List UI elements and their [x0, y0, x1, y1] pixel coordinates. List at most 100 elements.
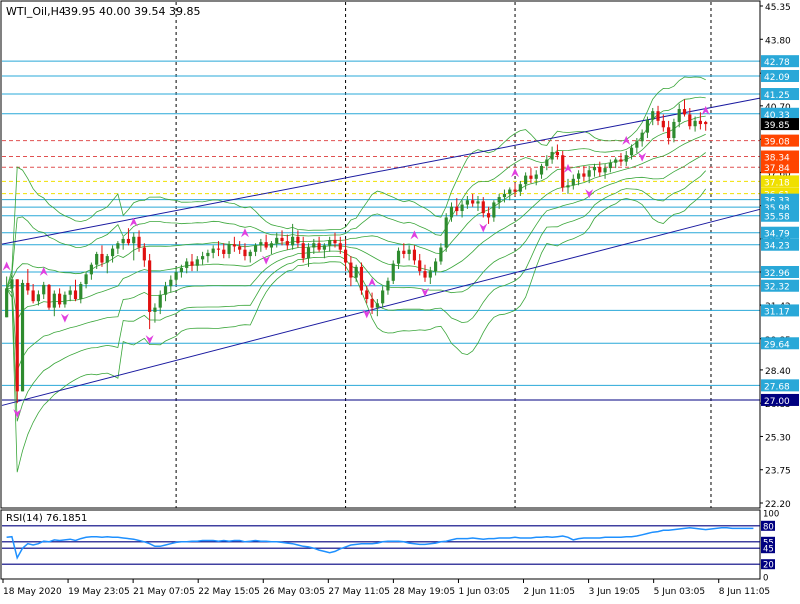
fractal-down-marker — [479, 223, 488, 233]
candle-body — [211, 248, 215, 253]
candle-body — [264, 242, 268, 248]
candle-body — [169, 279, 173, 287]
candle-body — [476, 201, 480, 204]
candle-body — [163, 286, 168, 295]
level-price-tag — [761, 134, 799, 147]
candle-body — [174, 272, 178, 280]
candle-body — [418, 260, 422, 272]
current-price-tag — [761, 118, 799, 131]
candle-body — [375, 303, 379, 308]
level-price-tag-label: 38.34 — [764, 153, 790, 163]
candle-body — [31, 290, 35, 302]
fractal-up-marker — [701, 105, 710, 115]
candle-body — [667, 127, 671, 139]
horizontal-levels[interactable] — [2, 60, 760, 401]
candle-body — [185, 261, 189, 268]
candle-body — [296, 236, 300, 244]
candle-body — [698, 120, 702, 125]
candle-body — [322, 245, 326, 250]
symbol-label: WTI_Oil,H4 — [6, 5, 66, 18]
fractal-up-marker — [368, 277, 377, 287]
candle-body — [672, 121, 676, 139]
candle-body — [444, 217, 448, 248]
candle-body — [132, 236, 136, 244]
time-tick-label: 27 May 11:05 — [328, 587, 390, 597]
candle-body — [370, 299, 374, 308]
candle-body — [508, 189, 512, 194]
candle-body — [693, 120, 697, 127]
price-tick-label: 37.60 — [765, 169, 791, 179]
fractal-down-marker — [585, 189, 594, 199]
candle-body — [52, 293, 56, 308]
candle-body — [434, 261, 438, 272]
level-price-tag — [761, 150, 799, 163]
fractal-up-marker — [622, 135, 631, 145]
price-tick-label: 23.75 — [765, 467, 791, 477]
candle-body — [280, 237, 284, 242]
level-price-tag-label: 35.98 — [764, 204, 790, 214]
fractal-markers — [2, 105, 710, 419]
candle-body — [216, 248, 221, 250]
candle-body — [428, 271, 432, 278]
candle-body — [645, 119, 650, 133]
candle-body — [465, 200, 469, 205]
candle-body — [84, 274, 88, 285]
candle-body — [651, 111, 655, 120]
candle-body — [603, 168, 607, 173]
main-chart-frame — [0, 0, 761, 509]
candle-body — [153, 307, 157, 312]
candle-body — [423, 271, 427, 278]
time-tick-label: 5 Jun 03:05 — [654, 587, 705, 597]
candle-body — [328, 240, 332, 246]
fractal-up-marker — [511, 168, 520, 178]
rsi-axis-label: 0 — [763, 574, 768, 584]
level-price-tag-label: 32.32 — [764, 283, 790, 293]
candle-body — [545, 159, 549, 166]
candle-body — [635, 141, 639, 148]
candle-body — [5, 288, 9, 318]
level-price-tag-label: 34.23 — [764, 242, 790, 252]
candle-body — [269, 243, 274, 248]
fractal-up-marker — [240, 228, 249, 238]
candle-body — [471, 200, 475, 204]
candle-body — [587, 170, 591, 177]
candle-body — [619, 159, 623, 162]
fractal-up-marker — [39, 266, 48, 276]
candle-body — [190, 261, 194, 266]
candle-body — [317, 243, 321, 250]
time-tick-label: 19 May 23:05 — [68, 587, 130, 597]
level-price-tag — [761, 265, 799, 278]
band-upper-line — [6, 115, 706, 289]
candle-body — [656, 111, 660, 121]
candle-body — [68, 290, 72, 295]
candle-body — [582, 173, 586, 177]
rsi-level-tag — [761, 543, 775, 554]
candle-body — [95, 253, 99, 265]
rsi-indicator[interactable]: 100805545200 — [2, 510, 779, 584]
candle-body — [206, 252, 210, 257]
candle-body — [26, 282, 30, 291]
candle-body — [338, 243, 342, 250]
rsi-axis-label: 45 — [763, 545, 774, 555]
candle-body — [142, 247, 146, 261]
candle-body — [15, 279, 19, 392]
trend-channel[interactable] — [1, 97, 761, 406]
candle-body — [58, 293, 62, 305]
level-price-tag — [761, 175, 799, 188]
level-price-tag-label: 32.96 — [764, 269, 790, 279]
candle-body — [126, 238, 131, 244]
candle-body — [47, 284, 51, 308]
candle-body — [110, 248, 115, 257]
price-axis[interactable]: 45.3543.8042.2240.7039.1437.6036.0534.50… — [760, 3, 799, 510]
candle-body — [529, 175, 533, 179]
candle-body — [343, 249, 348, 263]
time-axis[interactable]: 18 May 2020 19 May 23:05 21 May 07:05 22 Ma… — [2, 579, 770, 597]
candle-body — [116, 243, 120, 249]
candle-body — [614, 159, 618, 163]
candle-body — [402, 250, 406, 254]
candle-body — [682, 109, 687, 115]
fractal-up-marker — [410, 230, 419, 240]
candle-body — [677, 109, 681, 122]
